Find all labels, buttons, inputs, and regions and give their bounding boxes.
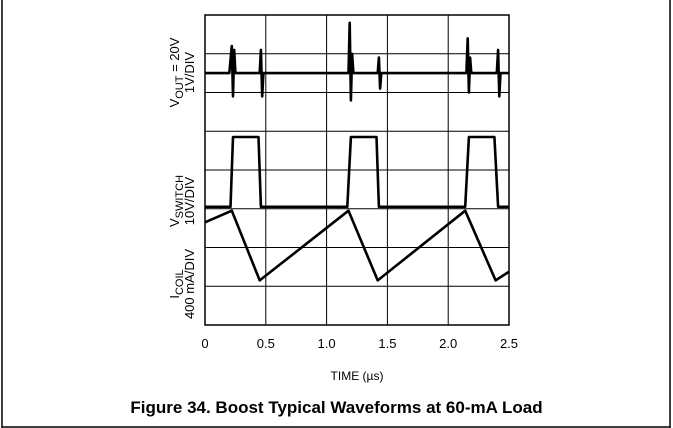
x-tick-label: 1.5 <box>378 336 396 351</box>
x-tick-label: 1.0 <box>318 336 336 351</box>
x-tick-label: 0.5 <box>257 336 275 351</box>
trace-icoil <box>204 209 510 282</box>
trace-vswitch <box>205 135 509 209</box>
grid <box>205 15 509 325</box>
x-tick-label: 0 <box>201 336 208 351</box>
panel-scale-vswitch: 10V/DIV <box>182 176 197 225</box>
panel-label-vout: VOUT = 20V <box>167 37 186 107</box>
panel-scale-vout: 1V/DIV <box>182 52 197 94</box>
x-tick-label: 2.0 <box>439 336 457 351</box>
x-tick-label: 2.5 <box>500 336 518 351</box>
trace-vout <box>205 21 509 102</box>
panel-label-icoil: ICOIL <box>167 269 186 298</box>
traces <box>204 21 510 282</box>
panel-label-vswitch: VSWITCH <box>167 175 186 227</box>
x-axis-label: TIME (µs) <box>330 369 384 383</box>
x-tick-labels: 0 0.5 1.0 1.5 2.0 2.5 <box>201 336 518 351</box>
panel-scale-icoil: 400 mA/DIV <box>182 249 197 319</box>
figure-caption: Figure 34. Boost Typical Waveforms at 60… <box>130 398 543 417</box>
